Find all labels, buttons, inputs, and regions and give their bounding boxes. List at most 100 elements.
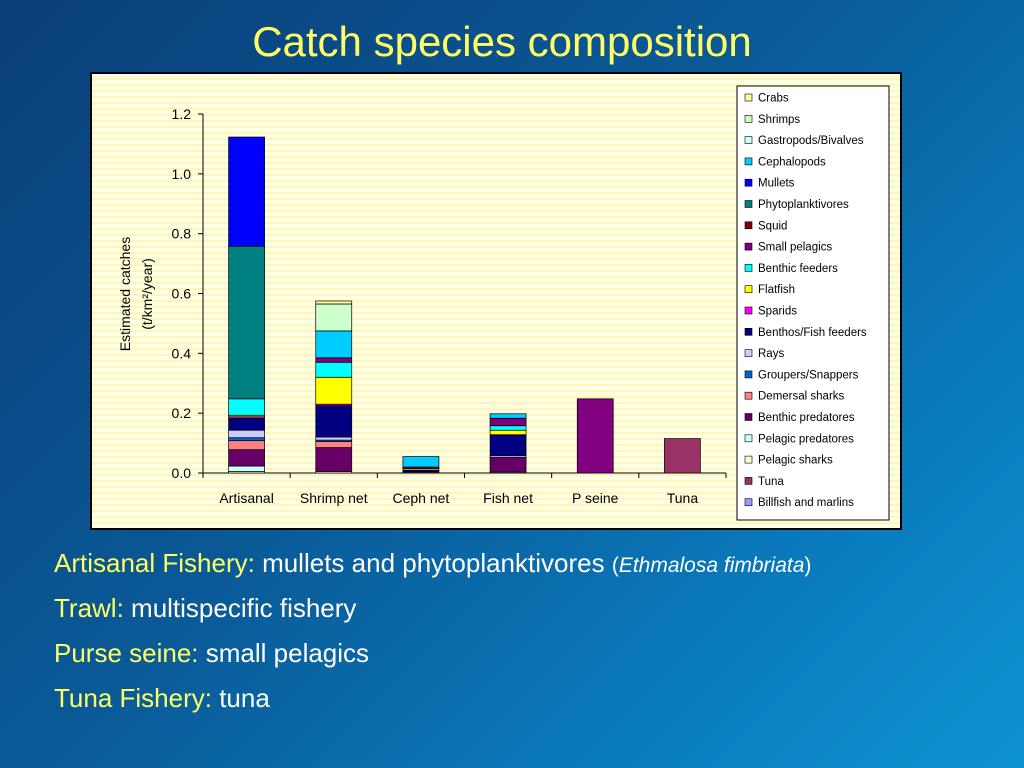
bar-segment-small-pelagics — [315, 357, 353, 363]
legend-label: Cephalopods — [758, 156, 826, 168]
bullet-scientific-name: Ethmalosa fimbriata — [618, 554, 805, 577]
legend-label: Rays — [758, 348, 784, 360]
bullet-label: Artisanal Fishery: — [54, 548, 255, 578]
bar-segment-flatfish — [489, 429, 527, 436]
bar-segment-cephalopods — [489, 413, 527, 419]
legend-swatch-benthic-feeders — [744, 264, 753, 272]
legend-label: Squid — [758, 220, 787, 232]
legend-label: Small pelagics — [758, 242, 832, 254]
bar-segment-benthic-predatores — [315, 447, 353, 472]
bar-segment-rays — [228, 429, 265, 439]
bar-segment-shrimps — [315, 303, 353, 332]
bar-segment-benthos-fish-feeders — [489, 434, 527, 456]
legend-swatch-sparids — [744, 306, 753, 315]
bullet-text: multispecific fishery — [123, 593, 357, 623]
bar-segment-benthic-feeders — [315, 361, 353, 378]
y-tick-label: 0.0 — [172, 465, 192, 481]
bullet-trawl: Trawl: multispecific fishery — [54, 593, 1014, 624]
legend-swatch-mullets — [744, 178, 753, 187]
chart-panel: 0.0 0.2 0.4 0.6 0.8 1.0 1.2 Artisanal Shrimp net… — [90, 72, 902, 530]
legend-swatch-demersal-sharks — [744, 391, 753, 400]
bullet-paren-open: ( — [611, 554, 619, 577]
legend-swatch-cephalopods — [744, 157, 753, 166]
bullet-text: mullets and phytoplanktivores — [254, 548, 612, 578]
stacked-bar-chart: 0.0 0.2 0.4 0.6 0.8 1.0 1.2 Artisanal Shrimp net… — [117, 85, 890, 521]
x-category-label: Fish net — [483, 490, 533, 506]
y-axis-label: Estimated catches — [117, 237, 133, 351]
legend-label: Shrimps — [758, 114, 800, 126]
bar-segment-benthos-fish-feeders — [228, 417, 265, 431]
bar-segment-rays — [315, 436, 353, 441]
bar-segment-benthic-feeders — [228, 398, 265, 416]
legend-swatch-benthos-fish-feeders — [744, 328, 753, 336]
legend-label: Benthos/Fish feeders — [758, 327, 867, 339]
legend-swatch-flatfish — [744, 285, 753, 293]
legend-label: Crabs — [758, 93, 789, 105]
y-tick-label: 1.2 — [172, 106, 192, 122]
x-category-label: Tuna — [667, 490, 699, 506]
legend-swatch-squid — [744, 221, 753, 230]
bar-segment-small-pelagics — [489, 417, 527, 427]
bar-segment-mullets — [228, 136, 265, 247]
y-axis-label: (t/km²/year) — [139, 258, 155, 330]
legend-label: Gastropods/Bivalves — [758, 135, 864, 147]
legend-swatch-rays — [744, 349, 753, 357]
legend-label: Benthic feeders — [758, 263, 838, 275]
summary-list: Artisanal Fishery: mullets and phytoplan… — [54, 548, 1014, 728]
bullet-text: small pelagics — [198, 638, 370, 668]
bar-segment-tuna — [664, 438, 701, 474]
legend-swatch-tuna — [744, 477, 753, 485]
bullet-purse-seine: Purse seine: small pelagics — [54, 638, 1014, 669]
y-tick-label: 0.6 — [172, 286, 192, 302]
bullet-paren-close: ) — [804, 554, 812, 577]
bar-segment-benthic-predatores — [228, 449, 265, 467]
bar-segment-benthos-fish-feeders — [315, 405, 353, 438]
bar-segment-groupers-snappers — [228, 437, 265, 442]
bullet-tuna: Tuna Fishery: tuna — [54, 683, 1014, 714]
legend-swatch-gastropods-bivalves — [744, 136, 753, 144]
legend-label: Mullets — [758, 178, 795, 190]
legend-label: Demersal sharks — [758, 391, 845, 403]
y-tick-label: 0.4 — [172, 345, 192, 361]
legend-swatch-crabs — [744, 93, 753, 102]
legend-label: Sparids — [758, 306, 797, 318]
bar-segment-cephalopods — [315, 330, 353, 359]
legend-swatch-shrimps — [744, 114, 753, 123]
legend-label: Flatfish — [758, 284, 795, 296]
bar-segment-pelagic-predatores — [228, 465, 265, 472]
legend-swatch-pelagic-sharks — [744, 455, 753, 464]
legend-label: Pelagic sharks — [758, 455, 833, 467]
legend-swatch-pelagic-predatores — [744, 434, 753, 443]
bar-segment-crabs — [315, 300, 353, 305]
bar-segment-cephalopods — [402, 456, 440, 468]
slide-title: Catch species composition — [252, 18, 752, 65]
legend-label: Benthic predatores — [758, 412, 855, 424]
bullet-label: Tuna Fishery: — [54, 683, 212, 713]
bar-segment-benthic-feeders — [489, 425, 527, 431]
y-tick-label: 0.8 — [172, 226, 192, 242]
legend-swatch-phytoplanktivores — [744, 200, 753, 208]
x-category-label: Artisanal — [219, 490, 273, 506]
x-category-label: Shrimp net — [300, 490, 368, 506]
legend-swatch-benthic-predatores — [744, 413, 753, 421]
legend-label: Groupers/Snappers — [758, 369, 859, 381]
bullet-label: Trawl: — [54, 593, 124, 623]
bar-segment-phytoplanktivores — [228, 245, 265, 400]
legend-swatch-small-pelagics — [744, 242, 753, 251]
legend-label: Pelagic predatores — [758, 433, 854, 445]
x-category-label: Ceph net — [393, 490, 450, 506]
x-category-label: P seine — [572, 490, 619, 506]
bar-segment-benthic-predatores — [489, 456, 527, 473]
legend-box — [736, 85, 890, 521]
bar-segment-demersal-sharks — [315, 441, 353, 448]
bullet-artisanal: Artisanal Fishery: mullets and phytoplan… — [54, 548, 1014, 579]
bar-segment-flatfish — [315, 376, 353, 405]
legend-label: Billfish and marlins — [758, 497, 854, 509]
y-tick-label: 1.0 — [172, 166, 192, 182]
bullet-text: tuna — [211, 683, 270, 713]
bar-segment-small-pelagics — [576, 398, 614, 474]
y-tick-label: 0.2 — [172, 405, 192, 421]
bar-segment-demersal-sharks — [228, 440, 265, 451]
legend-label: Tuna — [758, 476, 784, 488]
legend-swatch-groupers-snappers — [744, 370, 753, 379]
